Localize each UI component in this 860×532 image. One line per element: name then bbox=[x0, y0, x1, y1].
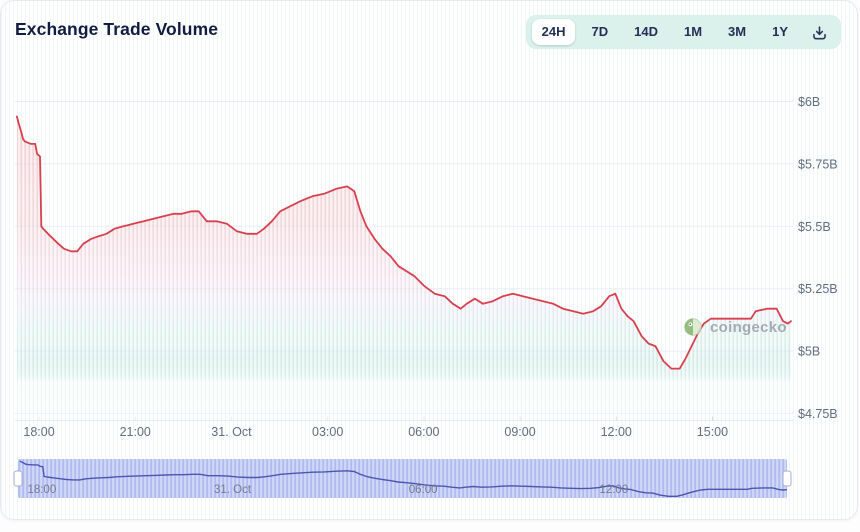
range-button-1m[interactable]: 1M bbox=[674, 19, 712, 45]
navigator-handle-right[interactable] bbox=[782, 470, 792, 487]
watermark-text: coingecko bbox=[710, 318, 787, 336]
page-title: Exchange Trade Volume bbox=[15, 19, 219, 39]
navigator-axis-label: 31. Oct bbox=[214, 484, 252, 496]
x-axis-label: 09:00 bbox=[504, 425, 535, 439]
volume-area-stripes bbox=[16, 116, 791, 421]
x-axis-label: 18:00 bbox=[23, 425, 54, 439]
range-button-3m[interactable]: 3M bbox=[718, 19, 756, 45]
download-button[interactable] bbox=[804, 21, 835, 44]
x-axis-label: 21:00 bbox=[120, 425, 151, 439]
exchange-trade-volume-card: $6B $5.75B $5.5B $5.25B $5B $4.75B 18:00 21:00 3… bbox=[0, 0, 858, 520]
navigator-line bbox=[19, 460, 788, 497]
coingecko-gecko-icon bbox=[684, 318, 702, 336]
x-axis-label: 03:00 bbox=[312, 425, 343, 439]
y-axis-label: $5B bbox=[798, 345, 820, 359]
time-range-selector: 24H 7D 14D 1M 3M 1Y bbox=[525, 15, 841, 49]
x-axis-label: 12:00 bbox=[601, 425, 632, 439]
x-axis-label: 31. Oct bbox=[211, 425, 252, 439]
volume-line bbox=[15, 115, 792, 370]
x-axis-label: 15:00 bbox=[697, 425, 728, 439]
y-axis-label: $5.25B bbox=[798, 282, 838, 296]
range-button-1y[interactable]: 1Y bbox=[762, 19, 798, 45]
y-axis-label: $5.5B bbox=[798, 220, 831, 234]
navigator-axis-label: 18:00 bbox=[27, 484, 56, 496]
y-axis-label: $5.75B bbox=[798, 157, 838, 171]
navigator-axis-label: 12:00 bbox=[599, 484, 628, 496]
x-axis-label: 06:00 bbox=[408, 425, 439, 439]
y-axis-label: $4.75B bbox=[798, 407, 838, 421]
navigator-axis-label: 06:00 bbox=[409, 484, 438, 496]
range-button-14d[interactable]: 14D bbox=[624, 19, 668, 45]
chart-controls: 24H 7D 14D 1M 3M 1Y bbox=[525, 11, 841, 49]
navigator-handle-left[interactable] bbox=[13, 470, 23, 487]
range-button-24h[interactable]: 24H bbox=[531, 19, 576, 45]
coingecko-watermark: coingecko bbox=[683, 317, 787, 337]
download-icon bbox=[813, 25, 826, 39]
navigator-selection-stripes bbox=[18, 459, 787, 498]
chart-header: Exchange Trade Volume 24H 7D 14D 1M 3M 1Y bbox=[1, 1, 855, 49]
y-axis-label: $6B bbox=[798, 95, 820, 109]
range-button-7d[interactable]: 7D bbox=[581, 19, 618, 45]
